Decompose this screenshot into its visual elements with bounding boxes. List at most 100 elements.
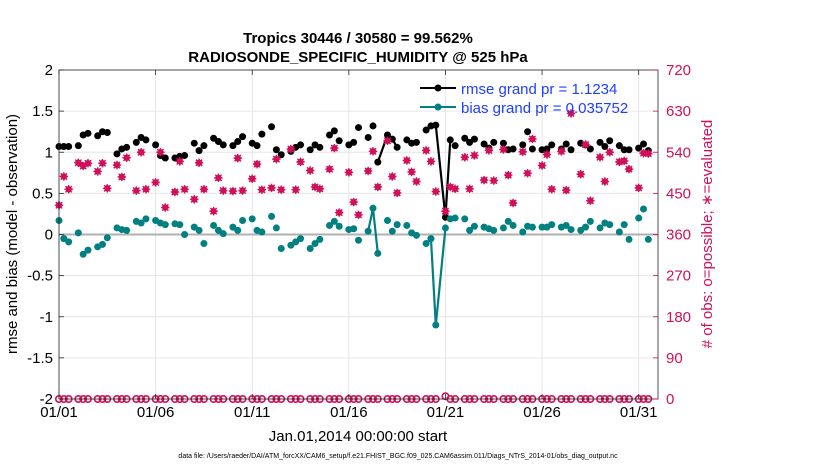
obs-evaluated-point	[305, 166, 315, 175]
y-right-tick-label: 270	[666, 268, 691, 285]
y-left-tick-label: 0.5	[32, 185, 53, 202]
bias-point	[200, 240, 208, 248]
rmse-point	[432, 121, 440, 129]
rmse-point	[606, 137, 614, 145]
obs-evaluated-point	[504, 170, 513, 180]
obs-evaluated-stroke	[161, 203, 169, 212]
y-right-tick-label: 360	[666, 227, 691, 244]
rmse-point	[620, 146, 628, 154]
bias-point	[388, 227, 396, 235]
y-left-tick-label: -0.5	[27, 268, 53, 285]
rmse-point	[509, 145, 517, 153]
bias-line-segment	[367, 207, 375, 232]
rmse-point	[326, 131, 334, 139]
obs-evaluated-stroke	[180, 185, 189, 193]
obs-evaluated-stroke	[118, 173, 126, 181]
obs-evaluated-stroke	[296, 158, 305, 166]
obs-evaluated-point	[479, 175, 489, 185]
bias-point	[582, 223, 590, 231]
rmse-point	[383, 131, 391, 139]
rmse-point	[446, 136, 454, 144]
rmse-point	[524, 128, 532, 136]
chart-title-line1: Tropics 30446 / 30580 = 99.562%	[243, 30, 473, 47]
y-right-tick-label: 90	[666, 350, 683, 367]
rmse-point	[480, 140, 488, 148]
bias-point	[562, 221, 570, 229]
obs-evaluated-stroke	[350, 198, 358, 206]
bias-point	[195, 226, 203, 234]
bias-line-segment	[434, 227, 447, 326]
obs-evaluated-point	[619, 156, 629, 166]
obs-evaluated-stroke	[171, 188, 179, 196]
rmse-point	[181, 152, 189, 160]
obs-evaluated-stroke	[176, 157, 184, 166]
rmse-point	[548, 141, 556, 149]
obs-evaluated-point	[59, 172, 69, 181]
bias-point	[350, 225, 358, 233]
obs-evaluated-point	[252, 159, 262, 169]
y-right-tick-label: 180	[666, 309, 691, 326]
obs-evaluated-point	[421, 146, 431, 155]
bias-point	[528, 223, 536, 231]
bias-point	[297, 235, 305, 243]
obs-evaluated-stroke	[94, 167, 102, 176]
obs-evaluated-point	[334, 208, 344, 217]
obs-evaluated-stroke	[98, 159, 107, 167]
y-left-tick-label: 0	[45, 227, 53, 244]
obs-evaluated-point	[141, 185, 151, 194]
rmse-point	[219, 141, 227, 149]
bias-point	[538, 223, 546, 231]
bias-point	[219, 230, 227, 238]
obs-evaluated-point	[136, 148, 146, 157]
bias-point	[137, 219, 145, 227]
obs-evaluated-stroke	[480, 176, 488, 184]
legend-rmse-marker	[434, 84, 442, 92]
bias-point	[504, 217, 512, 225]
obs-evaluated-stroke	[538, 161, 546, 170]
bias-point	[239, 217, 247, 225]
obs-evaluated-stroke	[316, 185, 324, 193]
obs-evaluated-point	[523, 169, 532, 178]
rmse-point	[635, 144, 643, 152]
obs-evaluated-point	[151, 178, 160, 187]
x-tick-label: 01/06	[137, 404, 175, 421]
obs-evaluated-stroke	[509, 199, 517, 207]
rmse-point	[330, 127, 338, 135]
obs-evaluated-point	[528, 134, 537, 144]
obs-evaluated-stroke	[625, 165, 633, 173]
data-file-footer: data file: /Users/raeder/DAI/ATM_forcXX/…	[178, 453, 618, 460]
bias-point	[403, 221, 411, 229]
rmse-point	[132, 138, 140, 146]
rmse-point	[625, 146, 633, 154]
obs-evaluated-point	[103, 184, 112, 193]
rmse-point	[364, 133, 372, 141]
obs-evaluated-point	[547, 185, 556, 194]
obs-evaluated-point	[634, 183, 643, 193]
rmse-point	[268, 123, 276, 131]
obs-evaluated-stroke	[60, 172, 68, 181]
bias-point	[620, 221, 628, 229]
bias-point	[311, 240, 319, 248]
rmse-point	[229, 142, 237, 150]
obs-evaluated-point	[214, 173, 223, 183]
x-tick-label: 01/16	[330, 404, 368, 421]
rmse-point	[306, 146, 314, 154]
rmse-point	[567, 146, 575, 154]
rmse-point	[161, 154, 169, 162]
obs-evaluated-point	[349, 197, 358, 207]
bias-point	[272, 224, 280, 232]
obs-evaluated-stroke	[374, 183, 382, 191]
obs-evaluated-stroke	[113, 161, 121, 169]
obs-evaluated-stroke	[577, 170, 585, 178]
obs-evaluated-point	[499, 145, 508, 154]
obs-evaluated-stroke	[485, 146, 493, 155]
bias-point	[248, 215, 256, 223]
obs-evaluated-point	[233, 153, 242, 163]
obs-evaluated-stroke	[156, 148, 165, 156]
obs-evaluated-point	[595, 153, 605, 162]
obs-evaluated-point	[402, 156, 412, 165]
obs-evaluated-point	[508, 198, 518, 208]
y-right-tick-label: 540	[666, 144, 691, 161]
bias-point	[306, 244, 314, 252]
obs-evaluated-point	[64, 185, 73, 194]
